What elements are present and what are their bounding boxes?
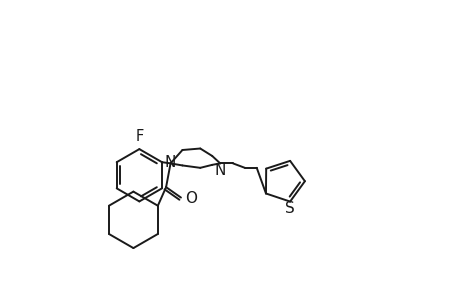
Text: N: N [164,155,175,170]
Text: N: N [214,163,225,178]
Text: S: S [285,201,294,216]
Text: O: O [185,191,196,206]
Text: F: F [136,129,144,144]
